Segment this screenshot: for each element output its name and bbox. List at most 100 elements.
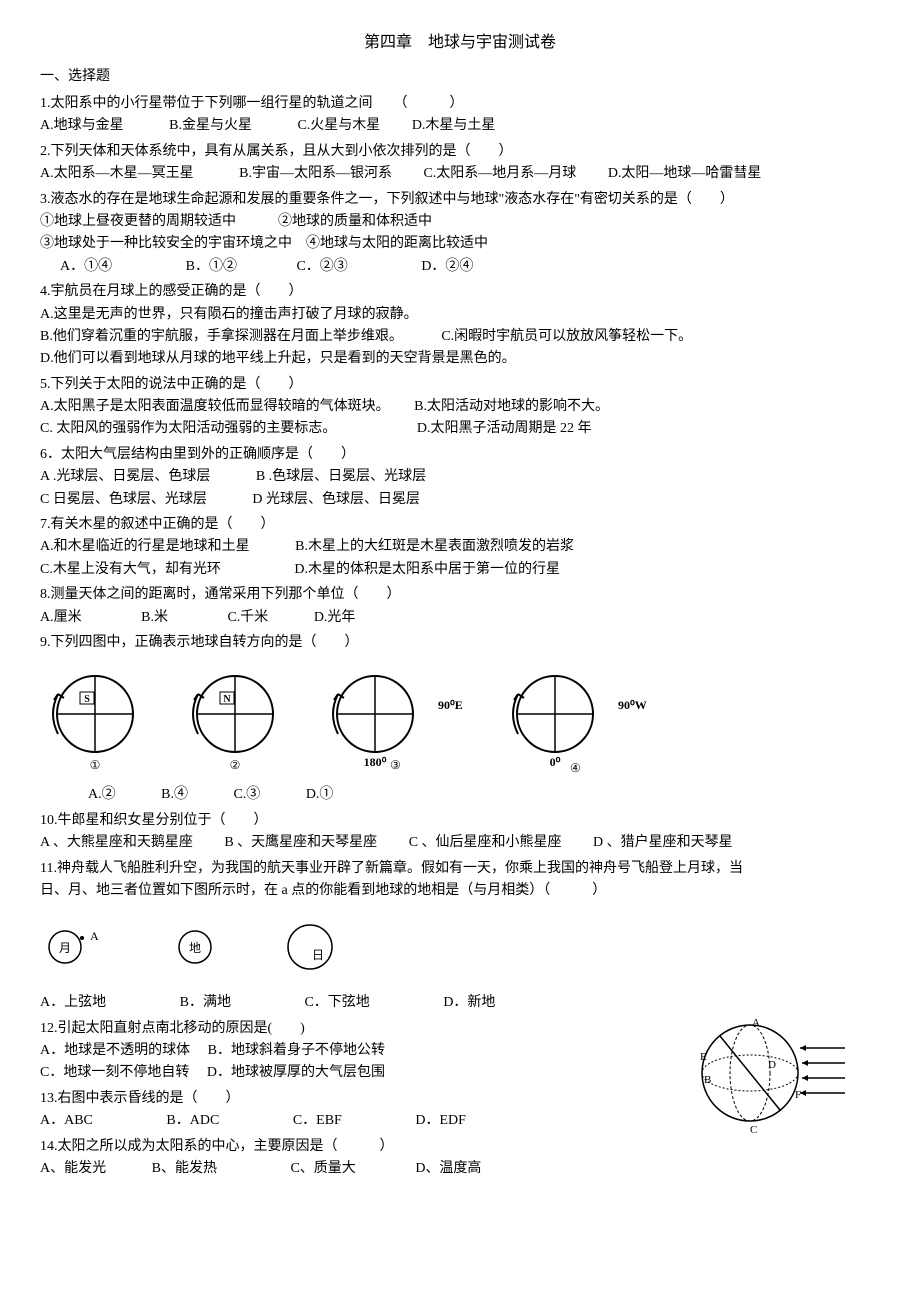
q9-optC: C.③ <box>233 787 260 802</box>
q8-optC: C.千米 <box>227 610 268 625</box>
q13-optB: B．ADC <box>166 1113 219 1128</box>
page-title: 第四章 地球与宇宙测试卷 <box>40 30 880 56</box>
question-4: 4.宇航员在月球上的感受正确的是（ ） A.这里是无声的世界，只有陨石的撞击声打… <box>40 281 880 371</box>
q1-options: A.地球与金星 B.金星与火星 C.火星与木星 D.木星与土星 <box>40 115 880 137</box>
q7-optC: C.木星上没有大气，却有光环 <box>40 562 221 577</box>
q2-optB: B.宇宙—太阳系—银河系 <box>239 166 392 181</box>
q8-options: A.厘米 B.米 C.千米 D.光年 <box>40 607 880 629</box>
q1-optB: B.金星与火星 <box>169 118 252 133</box>
globe-icon-2: N ② <box>180 664 290 774</box>
q7-optB: B.木星上的大红斑是木星表面激烈喷发的岩浆 <box>295 539 574 554</box>
q7-optA: A.和木星临近的行星是地球和土星 <box>40 539 250 554</box>
section-header: 一、选择题 <box>40 66 880 88</box>
q13-optC: C．EBF <box>293 1113 342 1128</box>
q12-optD: D．地球被厚厚的大气层包围 <box>207 1065 385 1080</box>
q7-options-ab: A.和木星临近的行星是地球和土星 B.木星上的大红斑是木星表面激烈喷发的岩浆 <box>40 536 880 558</box>
q6-text: 6．太阳大气层结构由里到外的正确顺序是（ ） <box>40 447 355 462</box>
globe-icon-4: 90⁰W 0⁰ ④ <box>500 664 650 774</box>
q13-label-f: F <box>795 1089 801 1101</box>
q12-optB: B．地球斜着身子不停地公转 <box>208 1043 385 1058</box>
q5-text: 5.下列关于太阳的说法中正确的是（ ） <box>40 377 303 392</box>
q5-optD: D.太阳黑子活动周期是 22 年 <box>417 421 592 436</box>
q3-options: A．①④ B．①② C．②③ D．②④ <box>40 256 880 278</box>
q6-optB: B .色球层、日冕层、光球层 <box>256 469 426 484</box>
q6-options-ab: A .光球层、日冕层、色球层 B .色球层、日冕层、光球层 <box>40 466 880 488</box>
sun-label: 日 <box>312 948 324 962</box>
q9-optD: D.① <box>306 787 334 802</box>
q1-optA: A.地球与金星 <box>40 118 124 133</box>
q11-optD: D．新地 <box>443 995 495 1010</box>
q4-optD: D.他们可以看到地球从月球的地平线上升起，只是看到的天空背景是黑色的。 <box>40 348 880 370</box>
question-6: 6．太阳大气层结构由里到外的正确顺序是（ ） A .光球层、日冕层、色球层 B … <box>40 444 880 511</box>
question-3: 3.液态水的存在是地球生命起源和发展的重要条件之一，下列叙述中与地球"液态水存在… <box>40 189 880 279</box>
q5-optA: A.太阳黑子是太阳表面温度较低而显得较暗的气体斑块。 <box>40 399 383 414</box>
q13-label-a: A <box>752 1017 760 1029</box>
question-5: 5.下列关于太阳的说法中正确的是（ ） A.太阳黑子是太阳表面温度较低而显得较暗… <box>40 374 880 441</box>
q4-optA: A.这里是无声的世界，只有陨石的撞击声打破了月球的寂静。 <box>40 304 880 326</box>
q12-text: 12.引起太阳直射点南北移动的原因是( ) <box>40 1021 305 1036</box>
q14-optB: B、能发热 <box>152 1161 217 1176</box>
q1-optD: D.木星与土星 <box>412 118 496 133</box>
earth-label: 地 <box>189 941 201 955</box>
q3-optB: B．①② <box>186 259 237 274</box>
q10-text: 10.牛郎星和织女星分别位于（ ） <box>40 813 268 828</box>
q11-diagrams: 月 A 地 日 <box>40 917 880 977</box>
q9-label3: ③ <box>390 758 401 772</box>
q10-optD: D 、猎户星座和天琴星 <box>593 835 733 850</box>
q3-optC: C．②③ <box>296 259 347 274</box>
globe-icon-3: 90⁰E 180⁰ ③ <box>320 664 470 774</box>
earth-icon: 地 <box>170 922 220 972</box>
q13-optD: D．EDF <box>415 1113 466 1128</box>
q7-text: 7.有关木星的叙述中正确的是（ ） <box>40 517 275 532</box>
q1-text: 1.太阳系中的小行星带位于下列哪一组行星的轨道之间 （ ） <box>40 96 464 111</box>
label-90e: 90⁰E <box>438 698 463 712</box>
q9-diagram-2: N ② <box>180 664 290 774</box>
sun-icon: 日 <box>280 917 340 977</box>
q5-options-cd: C. 太阳风的强弱作为太阳活动强弱的主要标志。 D.太阳黑子活动周期是 22 年 <box>40 418 880 440</box>
q13-label-c: C <box>750 1124 757 1136</box>
q12-optC: C．地球一刻不停地自转 <box>40 1065 189 1080</box>
question-7: 7.有关木星的叙述中正确的是（ ） A.和木星临近的行星是地球和土星 B.木星上… <box>40 514 880 581</box>
q13-diagram: A B C D E F <box>690 1008 850 1146</box>
q3-line2: ③地球处于一种比较安全的宇宙环境之中 ④地球与太阳的距离比较适中 <box>40 233 880 255</box>
q4-text: 4.宇航员在月球上的感受正确的是（ ） <box>40 284 303 299</box>
q5-options-ab: A.太阳黑子是太阳表面温度较低而显得较暗的气体斑块。 B.太阳活动对地球的影响不… <box>40 396 880 418</box>
q9-options: A.② B.④ C.③ D.① <box>40 784 880 806</box>
label-n: N <box>223 694 231 705</box>
globe-icon-1: S ① <box>40 664 150 774</box>
q11-optC: C．下弦地 <box>304 995 369 1010</box>
terminator-globe-icon: A B C D E F <box>690 1008 850 1138</box>
q14-text: 14.太阳之所以成为太阳系的中心，主要原因是（ ） <box>40 1139 394 1154</box>
q12-14-container: A B C D E F 12.引起太阳直射点南北移动的原因是( ) A．地球是不… <box>40 1018 880 1181</box>
q6-optA: A .光球层、日冕层、色球层 <box>40 469 210 484</box>
q3-optD: D．②④ <box>421 259 473 274</box>
q10-optB: B 、天鹰星座和天琴星座 <box>224 835 377 850</box>
q9-label1: ① <box>90 758 101 772</box>
moon-icon: 月 A <box>40 922 110 972</box>
question-10: 10.牛郎星和织女星分别位于（ ） A 、大熊星座和天鹅星座 B 、天鹰星座和天… <box>40 810 880 855</box>
q9-label4: ④ <box>570 761 581 774</box>
question-2: 2.下列天体和天体系统中，具有从属关系，且从大到小依次排列的是（ ） A.太阳系… <box>40 141 880 186</box>
moon-label: 月 <box>59 941 71 955</box>
q3-line1: ①地球上昼夜更替的周期较适中 ②地球的质量和体积适中 <box>40 211 880 233</box>
q9-text: 9.下列四图中，正确表示地球自转方向的是（ ） <box>40 635 359 650</box>
q4-optB: B.他们穿着沉重的宇航服，手拿探测器在月面上举步维艰。 <box>40 329 396 344</box>
q9-diagram-4: 90⁰W 0⁰ ④ <box>500 664 650 774</box>
q11-optB: B．满地 <box>180 995 231 1010</box>
q10-optC: C 、仙后星座和小熊星座 <box>409 835 562 850</box>
q7-options-cd: C.木星上没有大气，却有光环 D.木星的体积是太阳系中居于第一位的行星 <box>40 559 880 581</box>
question-8: 8.测量天体之间的距离时，通常采用下列那个单位（ ） A.厘米 B.米 C.千米… <box>40 584 880 629</box>
q9-optA: A.② <box>88 787 116 802</box>
q10-options: A 、大熊星座和天鹅星座 B 、天鹰星座和天琴星座 C 、仙后星座和小熊星座 D… <box>40 832 880 854</box>
q10-optA: A 、大熊星座和天鹅星座 <box>40 835 193 850</box>
q11-text2: 日、月、地三者位置如下图所示时，在 a 点的你能看到地球的地相是（与月相类）（ … <box>40 880 880 902</box>
q9-diagram-1: S ① <box>40 664 150 774</box>
point-a-label: A <box>90 929 99 943</box>
label-0: 0⁰ <box>550 755 561 769</box>
q8-optA: A.厘米 <box>40 610 82 625</box>
q9-diagram-3: 90⁰E 180⁰ ③ <box>320 664 470 774</box>
question-9: 9.下列四图中，正确表示地球自转方向的是（ ） S ① N <box>40 632 880 807</box>
q14-optD: D、温度高 <box>415 1161 481 1176</box>
q13-optA: A．ABC <box>40 1113 93 1128</box>
q8-optB: B.米 <box>141 610 168 625</box>
